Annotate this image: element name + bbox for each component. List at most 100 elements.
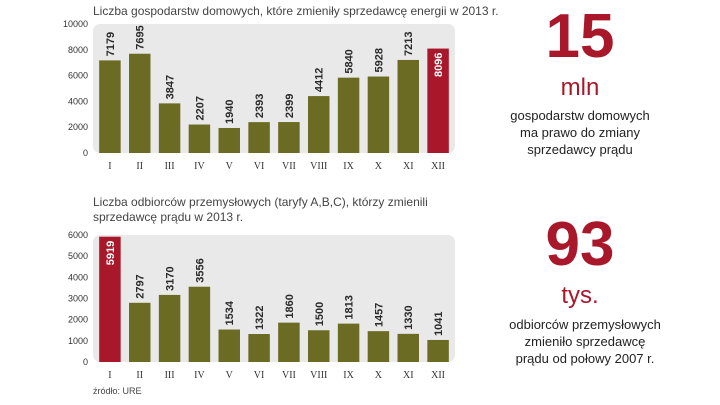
chart-2-bar-II bbox=[129, 302, 151, 362]
chart-1-bar-V bbox=[218, 127, 240, 153]
chart-2-bar-X bbox=[367, 331, 390, 362]
chart-2-value-label-XI: 1330 bbox=[403, 305, 415, 329]
chart-1: 0 2000 4000 6000 8000 10000 7179 I 7695 II 3847 III… bbox=[63, 19, 455, 172]
chart-2-xtick-I: I bbox=[108, 370, 111, 381]
stat2-description: odbiorców przemysłowych zmieniło sprzeda… bbox=[480, 316, 690, 367]
chart-1-bar-I bbox=[99, 60, 121, 153]
chart-1-panel bbox=[93, 24, 455, 153]
stat2-line-3: prądu od połowy 2007 r. bbox=[515, 351, 655, 366]
chart-1-xtick-XII: XII bbox=[431, 161, 445, 172]
chart-2-panel bbox=[93, 235, 455, 362]
chart-2-value-label-VIII: 1500 bbox=[314, 302, 326, 326]
chart-2-value-label-VII: 1860 bbox=[284, 294, 296, 318]
chart-1-bar-X bbox=[367, 76, 390, 153]
chart-1-bar-XI bbox=[397, 59, 419, 153]
chart1-title: Liczba gospodarstw domowych, które zmien… bbox=[93, 4, 499, 18]
chart-2-bar-I bbox=[99, 236, 121, 362]
chart-2-ytick-4000: 4000 bbox=[68, 272, 88, 282]
chart-2-xtick-VIII: VIII bbox=[310, 370, 327, 381]
stat2-line-2: zmieniło sprzedawcę bbox=[524, 334, 646, 349]
chart-2-bar-VI bbox=[248, 334, 270, 362]
stat1-line-3: sprzedawcy prądu bbox=[527, 142, 633, 157]
chart-1-bar-VI bbox=[248, 122, 270, 153]
chart-2-ytick-1000: 1000 bbox=[68, 336, 88, 346]
chart-2-xtick-VI: VI bbox=[254, 370, 265, 381]
chart-1-ytick-6000: 6000 bbox=[68, 71, 88, 81]
chart-1-value-label-XI: 7213 bbox=[403, 31, 415, 55]
chart-2-bar-VIII bbox=[308, 330, 330, 362]
chart-2-xtick-IV: IV bbox=[194, 370, 205, 381]
chart-1-value-label-VI: 2393 bbox=[254, 94, 266, 118]
chart-2-bar-IX bbox=[337, 323, 360, 362]
chart-2-xtick-X: X bbox=[375, 370, 383, 381]
chart-1-xtick-XI: XI bbox=[403, 161, 414, 172]
chart-1-value-label-X: 5928 bbox=[373, 48, 385, 72]
chart-1-value-label-VII: 2399 bbox=[284, 94, 296, 118]
chart-2-bar-III bbox=[158, 294, 181, 362]
chart-2-ytick-0: 0 bbox=[83, 357, 88, 367]
chart-2-value-label-V: 1534 bbox=[224, 300, 236, 325]
chart-1-ytick-8000: 8000 bbox=[68, 45, 88, 55]
chart-1-bar-VIII bbox=[308, 96, 330, 153]
stat2-unit: tys. bbox=[561, 282, 599, 309]
chart-2-value-label-IV: 3556 bbox=[194, 258, 206, 282]
chart-1-xtick-V: V bbox=[226, 161, 234, 172]
chart-2-value-label-III: 3170 bbox=[165, 266, 177, 290]
chart-1-bar-XII bbox=[427, 48, 449, 153]
chart-2-xtick-II: II bbox=[136, 370, 143, 381]
chart-2-bar-IV bbox=[188, 286, 211, 362]
chart-2-xtick-XI: XI bbox=[403, 370, 414, 381]
stat1-line-1: gospodarstw domowych bbox=[510, 108, 650, 123]
chart-1-ytick-10000: 10000 bbox=[63, 19, 88, 29]
chart-2-xtick-VII: VII bbox=[282, 370, 296, 381]
chart-2-xtick-V: V bbox=[226, 370, 234, 381]
chart-2-xtick-XII: XII bbox=[431, 370, 445, 381]
stat1-description: gospodarstw domowych ma prawo do zmiany … bbox=[480, 107, 680, 158]
chart-1-bar-IX bbox=[337, 77, 360, 153]
chart-2-ytick-5000: 5000 bbox=[68, 251, 88, 261]
chart-1-xtick-I: I bbox=[108, 161, 111, 172]
chart-1-value-label-IX: 5840 bbox=[344, 49, 356, 73]
source-note: źródło: URE bbox=[93, 386, 142, 396]
chart-2-value-label-VI: 1322 bbox=[254, 306, 266, 330]
chart-1-bar-II bbox=[129, 53, 151, 154]
chart-2-bar-VII bbox=[278, 322, 300, 362]
chart-1-xtick-VII: VII bbox=[282, 161, 296, 172]
chart-2-value-label-IX: 1813 bbox=[344, 295, 356, 319]
stat1-unit: mln bbox=[560, 74, 600, 101]
chart-2-value-label-X: 1457 bbox=[373, 303, 385, 327]
chart-1-bar-III bbox=[158, 103, 181, 153]
chart2-title: Liczba odbiorców przemysłowych (taryfy A… bbox=[93, 195, 428, 225]
chart-2: 0 1000 2000 3000 4000 5000 6000 5919 I 2797 II 3170… bbox=[68, 230, 455, 381]
chart-1-value-label-V: 1940 bbox=[224, 99, 236, 123]
chart-2-ytick-3000: 3000 bbox=[68, 294, 88, 304]
chart-2-bar-V bbox=[218, 329, 240, 362]
chart-2-xtick-IX: IX bbox=[343, 370, 354, 381]
chart2-title-line-2: sprzedawcę prądu w 2013 r. bbox=[93, 210, 244, 224]
chart-1-value-label-XII: 8096 bbox=[433, 53, 445, 77]
chart-1-ytick-2000: 2000 bbox=[68, 122, 88, 132]
chart-2-ytick-2000: 2000 bbox=[68, 315, 88, 325]
chart-2-value-label-II: 2797 bbox=[135, 274, 147, 298]
chart-1-xtick-III: III bbox=[165, 161, 175, 172]
chart-2-value-label-I: 5919 bbox=[105, 241, 117, 265]
chart-1-xtick-VI: VI bbox=[254, 161, 265, 172]
stat1-number: 15 bbox=[545, 2, 615, 71]
chart-1-xtick-X: X bbox=[375, 161, 383, 172]
chart-1-bar-IV bbox=[188, 124, 211, 153]
chart-1-xtick-II: II bbox=[136, 161, 143, 172]
chart-1-ytick-4000: 4000 bbox=[68, 96, 88, 106]
chart-2-ytick-6000: 6000 bbox=[68, 230, 88, 240]
chart-1-xtick-IV: IV bbox=[194, 161, 205, 172]
chart-1-value-label-IV: 2207 bbox=[194, 96, 206, 120]
chart-1-xtick-IX: IX bbox=[343, 161, 354, 172]
chart2-title-line-1: Liczba odbiorców przemysłowych (taryfy A… bbox=[93, 195, 428, 209]
chart-1-ytick-0: 0 bbox=[83, 148, 88, 158]
chart-2-xtick-III: III bbox=[165, 370, 175, 381]
chart-1-value-label-I: 7179 bbox=[105, 32, 117, 56]
stat2-line-1: odbiorców przemysłowych bbox=[509, 317, 661, 332]
chart-1-value-label-II: 7695 bbox=[135, 25, 147, 49]
stat2-number: 93 bbox=[545, 210, 615, 279]
chart-1-bar-VII bbox=[278, 122, 300, 153]
